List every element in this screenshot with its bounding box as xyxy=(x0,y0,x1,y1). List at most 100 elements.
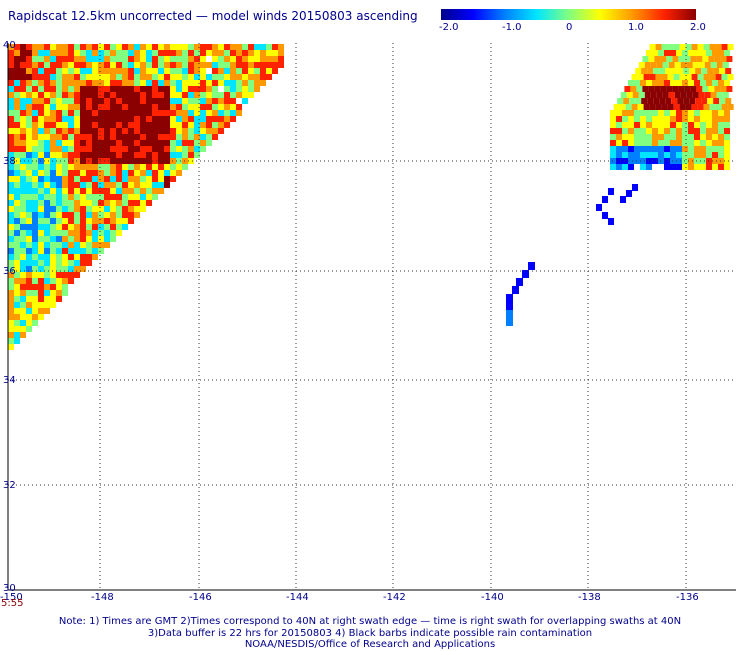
swath-cell xyxy=(224,104,230,110)
swath-cell xyxy=(686,62,693,68)
swath-cell xyxy=(14,194,20,200)
swath-cell xyxy=(242,86,248,92)
swath-cell xyxy=(694,146,700,152)
swath-cell xyxy=(610,110,616,116)
swath-cell xyxy=(116,224,122,230)
swath-cell xyxy=(62,68,68,74)
swath-cell xyxy=(8,152,14,158)
swath-cell xyxy=(104,134,110,140)
swath-cell xyxy=(44,266,50,272)
swath-cell xyxy=(696,86,703,92)
swath-cell xyxy=(14,110,20,116)
swath-cell xyxy=(80,152,86,158)
swath-cell xyxy=(26,218,32,224)
swath-cell xyxy=(182,92,188,98)
swath-cell xyxy=(44,218,50,224)
swath-cell xyxy=(26,44,32,50)
swath-cell xyxy=(635,98,642,104)
swath-cell xyxy=(622,140,628,146)
swath-cell xyxy=(703,74,710,80)
swath-cell xyxy=(688,116,694,122)
swath-cell xyxy=(62,278,68,284)
swath-cell xyxy=(176,86,182,92)
swath-cell xyxy=(640,134,646,140)
swath-cell xyxy=(122,98,128,104)
swath-cell xyxy=(608,218,614,225)
swath-cell xyxy=(32,260,38,266)
swath-cell xyxy=(92,218,98,224)
swath-cell xyxy=(38,206,44,212)
swath-cell xyxy=(122,152,128,158)
swath-cell xyxy=(8,188,14,194)
swath-cell xyxy=(86,218,92,224)
swath-cell xyxy=(188,122,194,128)
swath-cell xyxy=(86,104,92,110)
swath-cell xyxy=(664,158,670,164)
swath-cell xyxy=(20,62,26,68)
swath-cell xyxy=(634,80,640,86)
swath-cell xyxy=(62,134,68,140)
swath-cell xyxy=(122,170,128,176)
swath-cell xyxy=(727,44,734,50)
swath-cell xyxy=(164,146,170,152)
swath-cell xyxy=(248,86,254,92)
swath-cell xyxy=(630,86,637,92)
swath-cell xyxy=(68,86,74,92)
swath-cell xyxy=(80,242,86,248)
swath-cell xyxy=(50,218,56,224)
swath-cell xyxy=(212,44,218,50)
swath-cell xyxy=(212,56,218,62)
swath-cell xyxy=(152,98,158,104)
swath-cell xyxy=(74,116,80,122)
swath-cell xyxy=(26,62,32,68)
swath-cell xyxy=(104,104,110,110)
swath-cell xyxy=(128,182,134,188)
swath-cell xyxy=(200,122,206,128)
swath-cell xyxy=(122,146,128,152)
swath-cell xyxy=(14,50,20,56)
swath-cell xyxy=(701,68,708,74)
swath-cell xyxy=(182,146,188,152)
swath-cell xyxy=(56,56,62,62)
swath-cell xyxy=(640,122,646,128)
swath-cell xyxy=(188,158,194,164)
swath-cell xyxy=(152,176,158,182)
swath-cell xyxy=(104,218,110,224)
swath-cell xyxy=(664,146,670,152)
swath-cell xyxy=(724,128,730,134)
swath-cell xyxy=(655,74,662,80)
swath-cell xyxy=(146,200,152,206)
swath-cell xyxy=(8,62,14,68)
swath-cell xyxy=(152,164,158,170)
swath-cell xyxy=(164,176,170,182)
swath-cell xyxy=(50,194,56,200)
swath-cell xyxy=(56,44,62,50)
swath-cell xyxy=(164,134,170,140)
swath-cell xyxy=(724,80,730,86)
swath-cell xyxy=(32,230,38,236)
swath-cell xyxy=(74,236,80,242)
swath-cell xyxy=(62,98,68,104)
swath-cell xyxy=(62,176,68,182)
swath-cell xyxy=(718,110,724,116)
swath-cell xyxy=(616,110,622,116)
swath-cell xyxy=(158,140,164,146)
swath-cell xyxy=(706,116,712,122)
swath-cell xyxy=(38,302,44,308)
swath-cell xyxy=(62,56,68,62)
swath-cell xyxy=(38,314,44,320)
swath-cell xyxy=(92,242,98,248)
swath-cell xyxy=(628,152,634,158)
swath-cell xyxy=(32,104,38,110)
swath-cell xyxy=(164,62,170,68)
swath-cell xyxy=(8,110,14,116)
swath-cell xyxy=(188,110,194,116)
swath-cell xyxy=(74,194,80,200)
colorbar-tick: 0 xyxy=(566,22,573,33)
swath-cell xyxy=(56,98,62,104)
swath-cell xyxy=(648,86,655,92)
colorbar-tick: 1.0 xyxy=(628,22,644,33)
swath-cell xyxy=(116,140,122,146)
swath-cell xyxy=(602,212,608,219)
